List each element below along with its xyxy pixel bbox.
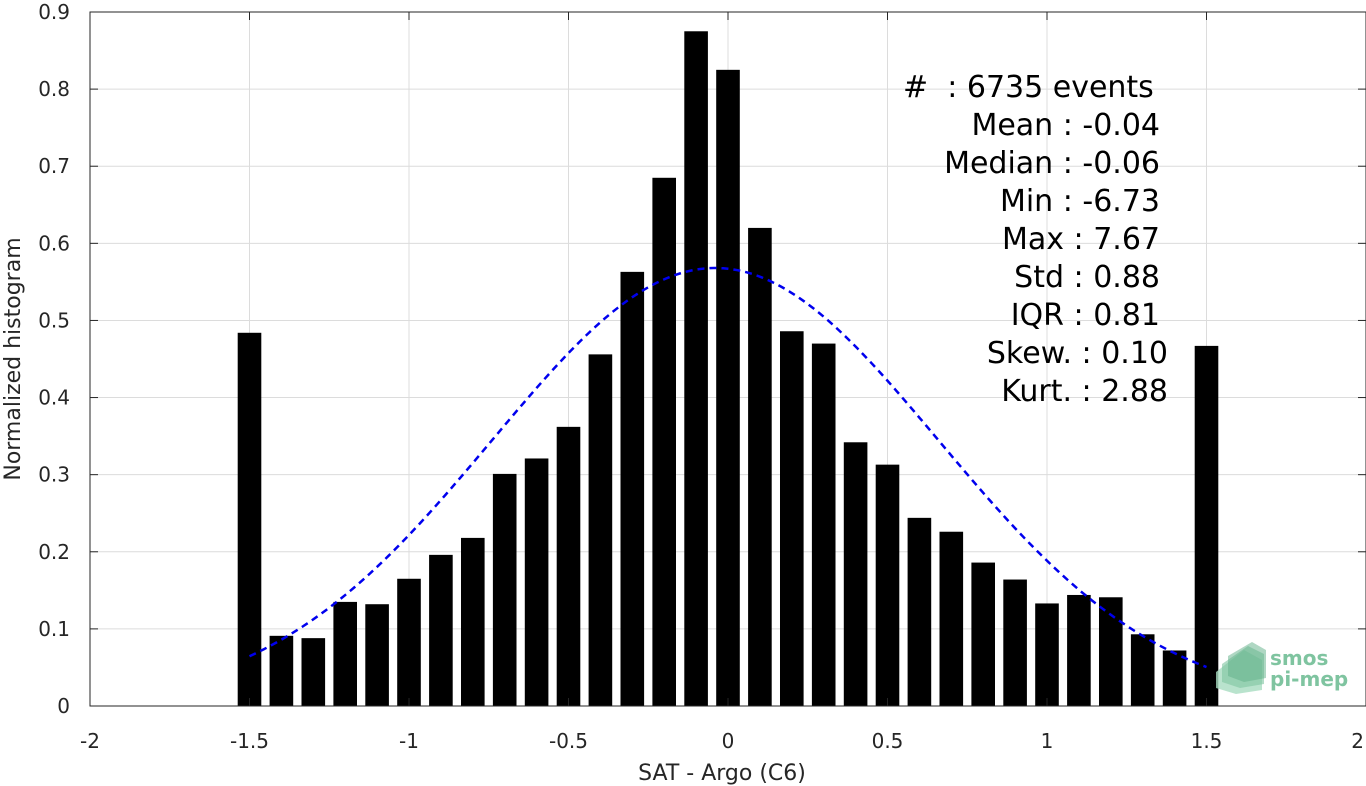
y-axis-label: Normalized histogram	[1, 237, 26, 480]
histogram-bar	[779, 331, 804, 706]
y-tick-label: 0.2	[38, 540, 70, 564]
y-tick-labels: 0 0.1 0.2 0.3 0.4 0.5 0.6 0.7 0.8 0.9	[38, 0, 70, 718]
histogram-bar	[237, 332, 262, 706]
stat-line: Mean : -0.04	[971, 108, 1160, 143]
x-tick-labels: -2 -1.5 -1 -0.5 0 0.5 1 1.5 2	[80, 729, 1364, 753]
histogram-bar	[1130, 634, 1155, 706]
x-tick-label: -2	[80, 729, 100, 753]
x-tick-label: 2	[1351, 729, 1364, 753]
y-tick-label: 0.5	[38, 308, 70, 332]
stat-line: # : 6735 events	[903, 70, 1154, 105]
y-tick-label: 0.1	[38, 617, 70, 641]
x-tick-label: -1	[399, 729, 419, 753]
histogram-bar	[716, 69, 740, 707]
histogram-bar	[333, 601, 358, 706]
histogram-bar	[524, 458, 549, 706]
histogram-bar	[397, 578, 421, 706]
histogram-bar	[971, 562, 996, 706]
histogram-bar	[748, 227, 772, 706]
stat-line: Min : -6.73	[1000, 184, 1160, 219]
y-tick-label: 0	[57, 694, 70, 718]
histogram-bars	[237, 31, 1219, 707]
x-tick-label: -1.5	[230, 729, 269, 753]
histogram-bar	[907, 517, 932, 706]
smos-pimep-logo: smos pi-mep	[1216, 642, 1348, 694]
x-tick-label: 1.5	[1191, 729, 1223, 753]
histogram-bar	[1098, 597, 1123, 706]
x-tick-label: 1	[1041, 729, 1054, 753]
logo-mark-icon	[1216, 642, 1266, 694]
histogram-bar	[1067, 594, 1091, 706]
x-axis-label: SAT - Argo (C6)	[638, 761, 806, 786]
histogram-bar	[843, 442, 868, 706]
y-tick-label: 0.7	[38, 154, 70, 178]
axis-ticks	[89, 11, 1366, 707]
y-tick-label: 0.6	[38, 231, 70, 255]
x-tick-label: 0	[722, 729, 735, 753]
histogram-bar	[1162, 650, 1187, 706]
gaussian-fit-curve	[248, 266, 1207, 669]
histogram-bar	[365, 604, 389, 706]
stat-line: Kurt. : 2.88	[1001, 374, 1168, 409]
histogram-bar	[1035, 603, 1059, 706]
histogram-bar	[875, 464, 900, 706]
histogram-bar	[939, 531, 964, 706]
stat-line: Skew. : 0.10	[987, 336, 1168, 371]
y-tick-label: 0.9	[38, 0, 70, 24]
histogram-bar	[429, 554, 453, 706]
logo-text-pimep: pi-mep	[1270, 667, 1348, 691]
histogram-bar	[460, 537, 485, 706]
logo-text-smos: smos	[1270, 646, 1328, 670]
histogram-bar	[492, 473, 517, 706]
histogram-bar	[652, 177, 677, 707]
histogram-bar	[588, 354, 613, 706]
histogram-bar	[1194, 345, 1219, 706]
y-tick-label: 0.3	[38, 463, 70, 487]
x-tick-label: -0.5	[549, 729, 588, 753]
stat-line: IQR : 0.81	[1011, 298, 1160, 333]
histogram-bar	[684, 31, 708, 707]
stat-line: Max : 7.67	[1002, 222, 1160, 257]
histogram-bar	[620, 271, 645, 706]
histogram-bar	[1003, 579, 1027, 706]
stat-line: Median : -0.06	[944, 146, 1160, 181]
y-tick-label: 0.8	[38, 77, 70, 101]
stat-line: Std : 0.88	[1014, 260, 1160, 295]
histogram-bar	[556, 426, 581, 706]
y-tick-label: 0.4	[38, 386, 70, 410]
histogram-bar	[811, 343, 836, 706]
histogram-bar	[269, 635, 294, 706]
x-tick-label: 0.5	[872, 729, 904, 753]
histogram-bar	[301, 638, 326, 706]
